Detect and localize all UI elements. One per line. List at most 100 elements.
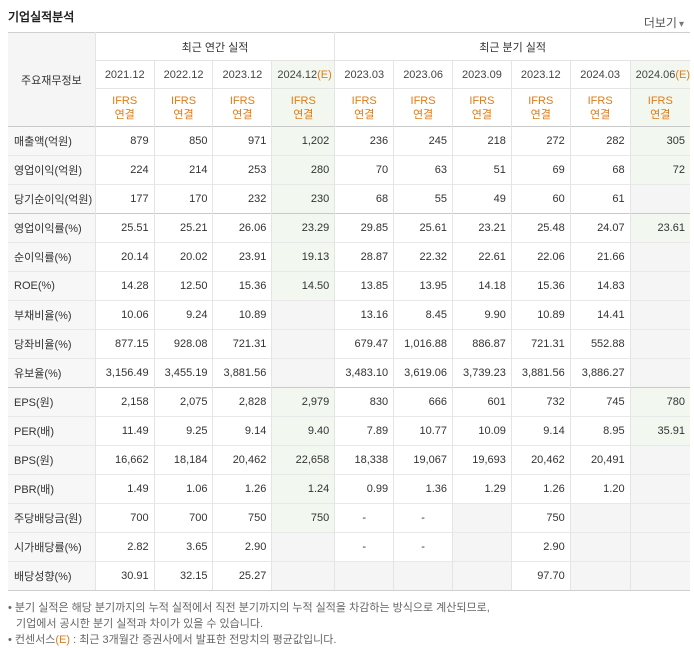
- table-cell: [271, 532, 336, 562]
- quarter-group-header: 최근 분기 실적: [334, 32, 690, 61]
- table-cell: 850: [154, 126, 214, 156]
- table-cell: 68: [570, 155, 631, 185]
- footnote-1: • 분기 실적은 해당 분기까지의 누적 실적에서 직전 분기까지의 누적 실적…: [8, 602, 490, 614]
- consolidated-label: 연결: [471, 108, 493, 121]
- footnote-2-prefix: 컨센서스: [14, 634, 56, 646]
- table-row: 부채비율(%) 10.06 9.24 10.89 13.16 8.45 9.90 10.89 1…: [8, 300, 690, 330]
- table-cell: 55: [393, 184, 453, 214]
- table-cell: 552.88: [570, 329, 631, 359]
- table-cell: 3,739.23: [452, 358, 512, 388]
- table-cell: 22.06: [511, 242, 571, 272]
- table-row: ROE(%) 14.28 12.50 15.36 14.50 13.85 13.95 14.1…: [8, 271, 690, 301]
- table-cell: [630, 184, 690, 214]
- ifrs-header: IFRS 연결: [570, 88, 631, 127]
- row-label: 주당배당금(원): [8, 503, 96, 533]
- table-row: PBR(배) 1.49 1.06 1.26 1.24 0.99 1.36 1.29 1.26 1.…: [8, 474, 690, 504]
- table-row: 순이익률(%) 20.14 20.02 23.91 19.13 28.87 22.32 22.…: [8, 242, 690, 272]
- period-date: 2024.03: [580, 68, 621, 81]
- table-cell: [630, 358, 690, 388]
- more-button[interactable]: 더보기 ▾: [644, 14, 684, 31]
- table-cell: [570, 532, 631, 562]
- ifrs-label: IFRS: [229, 94, 255, 107]
- estimate-mark: (E): [675, 68, 690, 81]
- consolidated-label: 연결: [530, 108, 551, 121]
- ifrs-header: IFRS 연결: [452, 88, 512, 127]
- table-cell: [271, 358, 336, 388]
- table-cell: 9.40: [271, 416, 336, 446]
- footnote-1-text: 분기 실적은 해당 분기까지의 누적 실적에서 직전 분기까지의 누적 실적을 …: [14, 602, 490, 614]
- table-cell: 721.31: [212, 329, 273, 359]
- row-label: 배당성향(%): [8, 561, 96, 591]
- table-cell: 750: [212, 503, 273, 533]
- table-cell: [271, 329, 336, 359]
- consolidated-label: 연결: [173, 108, 194, 121]
- table-cell: 2,158: [95, 387, 155, 417]
- table-cell: 877.15: [95, 329, 155, 359]
- table-cell: 214: [154, 155, 214, 185]
- table-cell: 9.25: [154, 416, 214, 446]
- table-cell: 63: [393, 155, 453, 185]
- table-cell: 20.02: [154, 242, 214, 272]
- table-cell: 245: [393, 126, 453, 156]
- table-cell: 70: [334, 155, 395, 185]
- period-header: 2022.12: [154, 60, 214, 89]
- table-cell: 3,881.56: [511, 358, 571, 388]
- table-cell: 7.89: [334, 416, 395, 446]
- table-cell: [393, 561, 453, 591]
- table-row: PER(배) 11.49 9.25 9.14 9.40 7.89 10.77 10.09 9.1…: [8, 416, 690, 446]
- table-cell: 22.61: [452, 242, 512, 272]
- row-label: BPS(원): [8, 445, 96, 475]
- table-cell: 750: [271, 503, 336, 533]
- table-cell: [630, 474, 690, 504]
- period-date: 2023.12: [520, 68, 561, 81]
- table-row: 매출액(억원) 879 850 971 1,202 236 245 218 272 282 305: [8, 126, 690, 156]
- financial-table: 주요재무정보 최근 연간 실적 최근 분기 실적 2021.12 2022.12 2…: [8, 32, 690, 591]
- table-cell: 12.50: [154, 271, 214, 301]
- table-cell: 24.07: [570, 213, 631, 243]
- row-label: 당좌비율(%): [8, 329, 96, 359]
- table-cell: 14.18: [452, 271, 512, 301]
- table-cell: 20.14: [95, 242, 155, 272]
- table-cell: 14.83: [570, 271, 631, 301]
- ifrs-label: IFRS: [351, 94, 377, 107]
- period-header: 2023.12: [511, 60, 571, 89]
- row-label: 부채비율(%): [8, 300, 96, 330]
- table-cell: 35.91: [630, 416, 690, 446]
- table-cell: 236: [334, 126, 395, 156]
- table-cell: 218: [452, 126, 512, 156]
- row-label: 시가배당률(%): [8, 532, 96, 562]
- row-label: PER(배): [8, 416, 96, 446]
- table-cell: 3,156.49: [95, 358, 155, 388]
- table-cell: 32.15: [154, 561, 214, 591]
- table-cell: 22,658: [271, 445, 336, 475]
- table-cell: 19.13: [271, 242, 336, 272]
- table-cell: 1.26: [212, 474, 273, 504]
- table-cell: 9.14: [212, 416, 273, 446]
- table-cell: 1.24: [271, 474, 336, 504]
- table-cell: 13.95: [393, 271, 453, 301]
- footnote-1-cont: 기업에서 공시한 분기 실적과 차이가 있을 수 있습니다.: [16, 618, 264, 630]
- table-cell: 780: [630, 387, 690, 417]
- table-cell: 19,693: [452, 445, 512, 475]
- table-cell: 21.66: [570, 242, 631, 272]
- table-cell: 1,016.88: [393, 329, 453, 359]
- table-cell: 3,881.56: [212, 358, 273, 388]
- row-label: 영업이익률(%): [8, 213, 96, 243]
- ifrs-header: IFRS 연결: [154, 88, 214, 127]
- table-cell: 61: [570, 184, 631, 214]
- table-cell: 1.29: [452, 474, 512, 504]
- table-cell: 15.36: [511, 271, 571, 301]
- table-cell: 9.24: [154, 300, 214, 330]
- row-label: PBR(배): [8, 474, 96, 504]
- row-label: EPS(원): [8, 387, 96, 417]
- table-cell: [630, 532, 690, 562]
- ifrs-label: IFRS: [587, 94, 613, 107]
- table-cell: 272: [511, 126, 571, 156]
- estimate-mark: (E): [317, 68, 332, 81]
- table-cell: 72: [630, 155, 690, 185]
- table-row: 주당배당금(원) 700 700 750 750- -750: [8, 503, 690, 533]
- table-cell: 2,075: [154, 387, 214, 417]
- row-label: ROE(%): [8, 271, 96, 301]
- table-cell: [630, 329, 690, 359]
- period-header: 2024.06(E): [630, 60, 690, 89]
